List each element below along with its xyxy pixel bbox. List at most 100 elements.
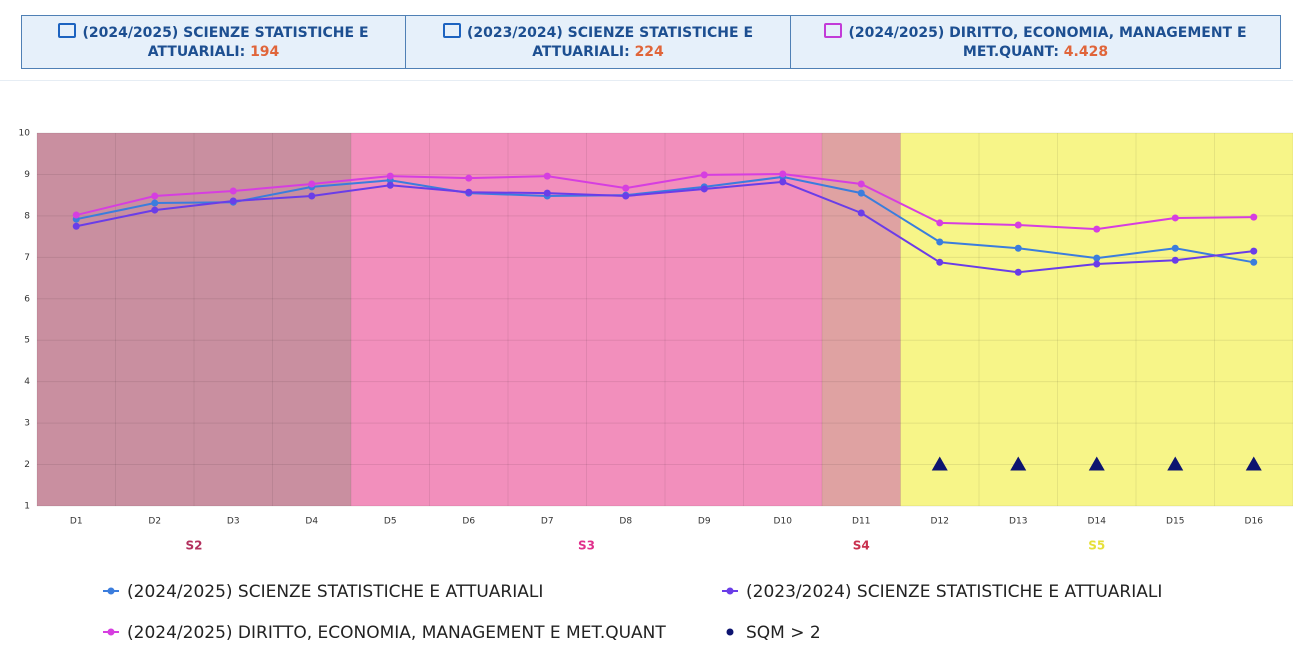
point (1250, 213, 1258, 221)
point (700, 171, 708, 179)
y-tick-label: 5 (24, 336, 30, 346)
x-tick-label: D7 (541, 517, 554, 527)
point (622, 184, 630, 192)
point (151, 192, 159, 200)
point (308, 192, 316, 200)
legend-label: (2023/2024) SCIENZE STATISTICHE E ATTUAR… (746, 582, 1162, 602)
point (1014, 268, 1022, 276)
y-tick-label: 3 (24, 419, 30, 429)
x-tick-label: D14 (1088, 517, 1107, 527)
card-label: (2024/2025) DIRITTO, ECONOMIA, MANAGEMEN… (848, 24, 1247, 60)
y-tick-label: 1 (24, 502, 30, 512)
card-value: 194 (250, 43, 280, 60)
series-line (76, 175, 1254, 264)
card-value: 224 (634, 43, 664, 60)
x-tick-label: D4 (305, 517, 318, 527)
x-tick-label: D1 (70, 517, 83, 527)
band-label: S3 (578, 539, 595, 553)
point (543, 189, 551, 197)
band (822, 133, 901, 506)
card-label: (2023/2024) SCIENZE STATISTICHE E ATTUAR… (466, 24, 754, 60)
card-value: 4.428 (1063, 43, 1109, 60)
x-tick-label: D9 (698, 517, 711, 527)
y-tick-label: 2 (24, 460, 30, 470)
point (1171, 244, 1179, 252)
point (1093, 260, 1101, 268)
point (151, 206, 159, 214)
x-tick-label: D3 (227, 517, 240, 527)
point (1093, 254, 1101, 262)
point (779, 170, 787, 178)
point (779, 178, 787, 186)
y-tick-label: 8 (24, 211, 30, 221)
triangle-marker (1010, 456, 1027, 471)
band-label: S2 (186, 539, 203, 553)
point (936, 258, 944, 266)
point (1171, 214, 1179, 222)
band (37, 133, 351, 506)
x-tick-label: D13 (1009, 517, 1027, 527)
summary-card: (2023/2024) SCIENZE STATISTICHE E ATTUAR… (405, 15, 791, 69)
point (229, 187, 237, 195)
y-tick-label: 4 (24, 377, 30, 387)
point (72, 211, 80, 219)
legend-marker (107, 628, 115, 636)
x-tick-label: D15 (1166, 517, 1184, 527)
point (1014, 221, 1022, 229)
point (72, 222, 80, 230)
band-label: S5 (1088, 539, 1105, 553)
card-label: (2024/2025) SCIENZE STATISTICHE E ATTUAR… (82, 24, 369, 60)
series-line (76, 180, 1254, 274)
point (543, 172, 551, 180)
point (857, 189, 865, 197)
summary-card: (2024/2025) SCIENZE STATISTICHE E ATTUAR… (21, 15, 406, 69)
point (1250, 247, 1258, 255)
legend-label: (2024/2025) DIRITTO, ECONOMIA, MANAGEMEN… (127, 623, 666, 643)
legend-marker (726, 628, 734, 636)
x-tick-label: D6 (462, 517, 475, 527)
triangle-marker (1245, 456, 1262, 471)
point (936, 219, 944, 227)
y-tick-label: 6 (24, 294, 30, 304)
point (1171, 256, 1179, 264)
point (386, 172, 394, 180)
point (229, 197, 237, 205)
band-label: S4 (853, 539, 870, 553)
triangle-marker (931, 456, 948, 471)
x-tick-label: D12 (931, 517, 949, 527)
summary-card: (2024/2025) DIRITTO, ECONOMIA, MANAGEMEN… (790, 15, 1281, 69)
y-tick-label: 9 (24, 170, 30, 180)
point (151, 199, 159, 207)
point (465, 188, 473, 196)
header: (2024/2025) SCIENZE STATISTICHE E ATTUAR… (0, 0, 1293, 81)
x-tick-label: D10 (774, 517, 793, 527)
band (900, 133, 1293, 506)
x-tick-label: D16 (1245, 517, 1264, 527)
point (936, 238, 944, 246)
y-tick-label: 10 (19, 129, 31, 139)
legend-marker (107, 587, 115, 595)
x-tick-label: D8 (619, 517, 632, 527)
point (1014, 244, 1022, 252)
point (465, 174, 473, 182)
x-tick-label: D5 (384, 517, 397, 527)
x-tick-label: D2 (148, 517, 161, 527)
series-line (76, 173, 1254, 231)
legend-label: (2024/2025) SCIENZE STATISTICHE E ATTUAR… (127, 582, 543, 602)
point (857, 180, 865, 188)
x-tick-label: D11 (852, 517, 870, 527)
point (1250, 258, 1258, 266)
triangle-marker (1088, 456, 1105, 471)
point (700, 185, 708, 193)
legend-label: SQM > 2 (746, 623, 821, 643)
point (622, 192, 630, 200)
y-tick-label: 7 (24, 253, 30, 263)
point (308, 180, 316, 188)
point (857, 209, 865, 217)
point (386, 181, 394, 189)
triangle-marker (1167, 456, 1184, 471)
legend-marker (726, 587, 734, 595)
point (1093, 225, 1101, 233)
